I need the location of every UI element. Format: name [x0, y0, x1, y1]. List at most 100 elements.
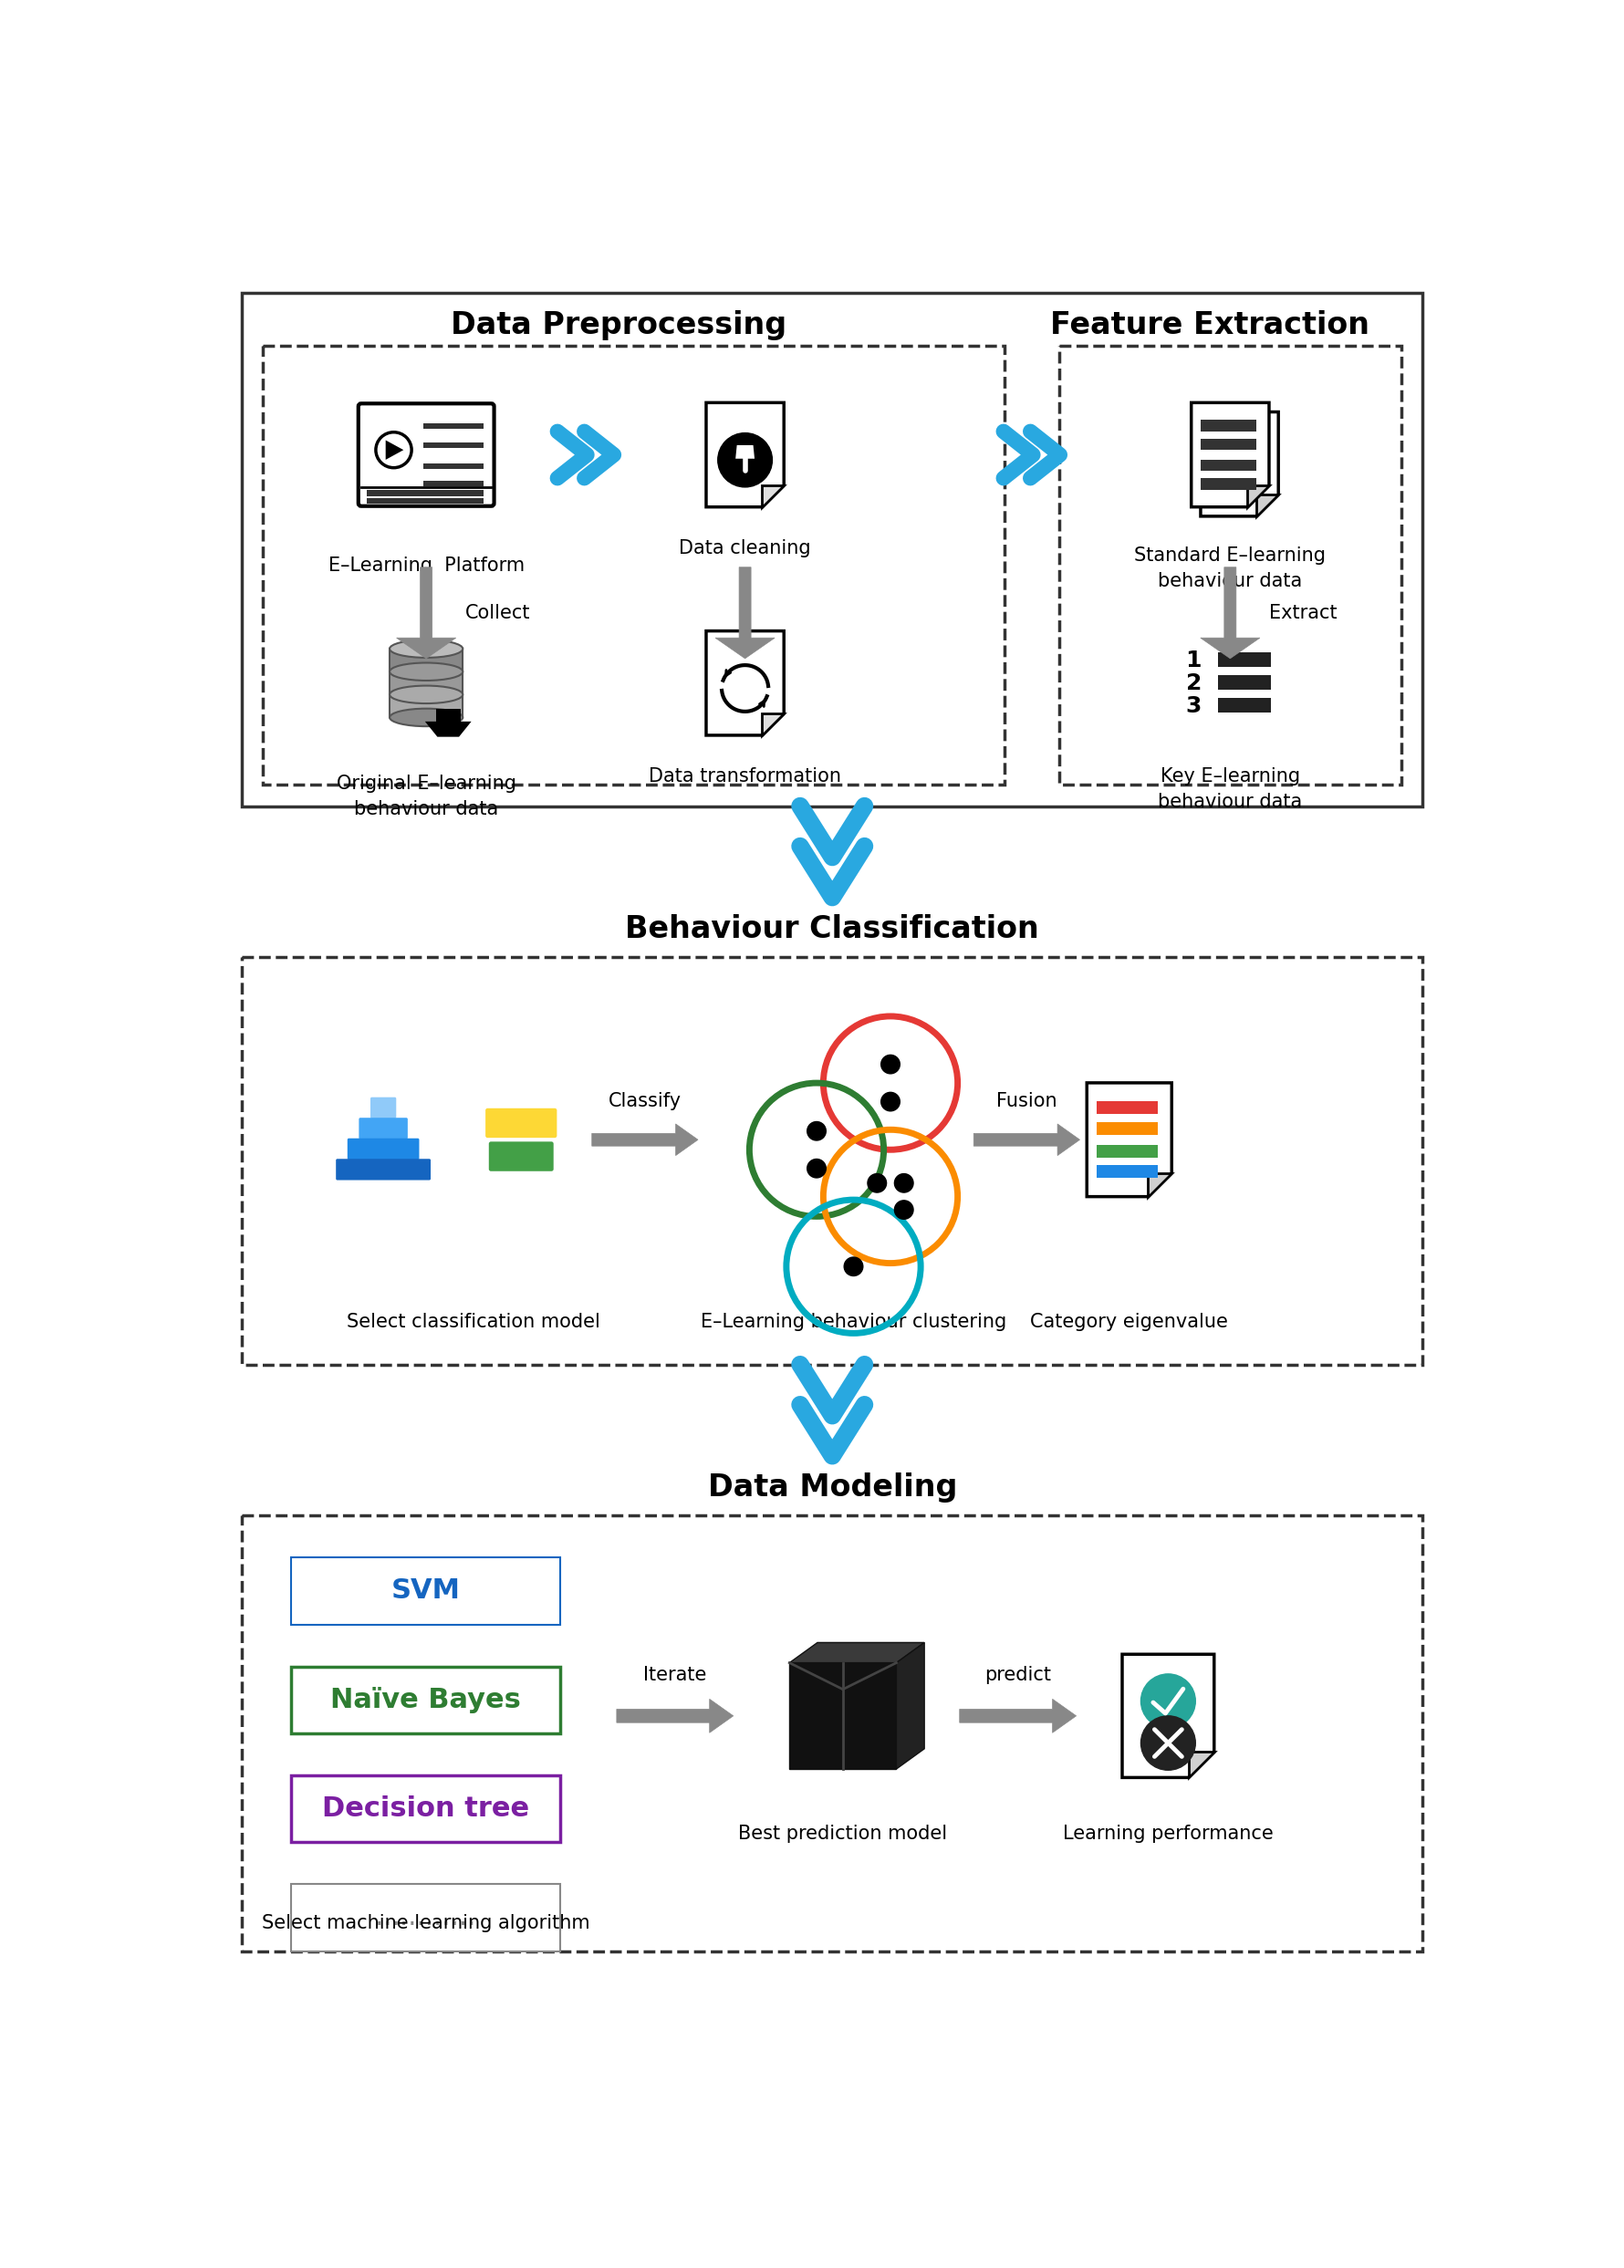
Text: Data cleaning: Data cleaning — [679, 540, 810, 558]
Text: Select classification model: Select classification model — [346, 1313, 601, 1331]
Polygon shape — [1200, 413, 1278, 517]
Circle shape — [895, 1200, 913, 1220]
Text: Fusion: Fusion — [997, 1091, 1057, 1111]
Circle shape — [807, 1159, 827, 1177]
Circle shape — [882, 1055, 900, 1073]
Text: 2: 2 — [1186, 671, 1202, 694]
Bar — [1200, 438, 1257, 449]
Polygon shape — [1257, 494, 1278, 517]
Text: …………: ………… — [375, 1905, 476, 1930]
Polygon shape — [617, 1699, 734, 1733]
Text: Standard E–learning
behaviour data: Standard E–learning behaviour data — [1135, 547, 1325, 590]
Polygon shape — [396, 567, 456, 658]
Bar — [424, 442, 484, 449]
Bar — [1200, 420, 1257, 431]
Polygon shape — [1122, 1653, 1215, 1778]
Bar — [242, 293, 1423, 805]
Text: Key E–learning
behaviour data: Key E–learning behaviour data — [1158, 767, 1302, 812]
Bar — [1200, 479, 1257, 490]
Polygon shape — [706, 404, 784, 508]
Text: Naïve Bayes: Naïve Bayes — [330, 1687, 521, 1712]
Bar — [1218, 676, 1272, 689]
Bar — [1218, 699, 1272, 712]
Circle shape — [1142, 1717, 1195, 1769]
Bar — [291, 1558, 560, 1624]
Text: Data Modeling: Data Modeling — [708, 1472, 957, 1501]
Text: Decision tree: Decision tree — [322, 1796, 529, 1821]
FancyBboxPatch shape — [486, 1109, 557, 1139]
Bar — [424, 422, 484, 429]
Text: Behaviour Classification: Behaviour Classification — [625, 914, 1039, 943]
Bar — [1218, 653, 1272, 667]
Bar — [435, 710, 461, 721]
Text: Select machine learning algorithm: Select machine learning algorithm — [261, 1914, 590, 1932]
FancyBboxPatch shape — [336, 1159, 430, 1179]
Text: E–Learning behaviour clustering: E–Learning behaviour clustering — [700, 1313, 1007, 1331]
Polygon shape — [591, 1125, 698, 1154]
Text: 1: 1 — [1186, 649, 1202, 671]
Text: Collect: Collect — [464, 603, 531, 621]
Bar — [1098, 1145, 1158, 1157]
Text: 3: 3 — [1186, 694, 1202, 717]
Circle shape — [867, 1175, 887, 1193]
Text: SVM: SVM — [391, 1579, 460, 1603]
Text: Classify: Classify — [609, 1091, 682, 1111]
Circle shape — [718, 433, 773, 488]
Circle shape — [844, 1256, 862, 1277]
FancyBboxPatch shape — [359, 404, 494, 506]
Text: E–Learning  Platform: E–Learning Platform — [328, 556, 525, 574]
Polygon shape — [736, 445, 755, 458]
Bar — [424, 481, 484, 488]
Polygon shape — [706, 631, 784, 735]
Circle shape — [895, 1175, 913, 1193]
Bar — [424, 463, 484, 469]
Polygon shape — [960, 1699, 1077, 1733]
Bar — [291, 1776, 560, 1842]
Polygon shape — [715, 567, 775, 658]
Bar — [242, 1515, 1423, 1950]
Ellipse shape — [390, 640, 463, 658]
Bar — [1098, 1102, 1158, 1114]
Ellipse shape — [390, 708, 463, 726]
Bar — [291, 1667, 560, 1733]
Polygon shape — [1148, 1173, 1171, 1198]
Polygon shape — [425, 721, 471, 737]
Text: Original E–learning
behaviour data: Original E–learning behaviour data — [336, 773, 516, 819]
Polygon shape — [385, 440, 403, 460]
Text: Category eigenvalue: Category eigenvalue — [1030, 1313, 1228, 1331]
Text: Best prediction model: Best prediction model — [739, 1826, 947, 1844]
Text: Learning performance: Learning performance — [1062, 1826, 1273, 1844]
Text: predict: predict — [984, 1667, 1051, 1685]
Bar — [1059, 347, 1402, 785]
Circle shape — [807, 1123, 827, 1141]
Ellipse shape — [390, 685, 463, 703]
Polygon shape — [1086, 1082, 1171, 1198]
Bar — [367, 499, 484, 503]
Bar — [291, 1885, 560, 1950]
Text: Feature Extraction: Feature Extraction — [1051, 311, 1369, 340]
Bar — [242, 957, 1423, 1365]
Text: Extract: Extract — [1268, 603, 1337, 621]
FancyBboxPatch shape — [489, 1141, 554, 1170]
Bar — [390, 649, 463, 671]
Polygon shape — [1192, 404, 1268, 508]
Polygon shape — [789, 1642, 924, 1662]
Polygon shape — [896, 1642, 924, 1769]
Text: Iterate: Iterate — [643, 1667, 706, 1685]
Bar — [390, 671, 463, 694]
Polygon shape — [789, 1662, 896, 1769]
Text: Data Preprocessing: Data Preprocessing — [450, 311, 786, 340]
Bar — [1200, 460, 1257, 472]
FancyBboxPatch shape — [370, 1098, 396, 1118]
FancyBboxPatch shape — [348, 1139, 419, 1159]
Bar — [390, 694, 463, 717]
Polygon shape — [1189, 1751, 1215, 1778]
Bar — [367, 490, 484, 497]
Polygon shape — [1247, 485, 1268, 508]
Circle shape — [882, 1093, 900, 1111]
FancyBboxPatch shape — [359, 1118, 408, 1139]
Bar — [1098, 1123, 1158, 1134]
Text: Data transformation: Data transformation — [648, 767, 841, 785]
Circle shape — [1142, 1674, 1195, 1728]
Polygon shape — [762, 714, 784, 735]
